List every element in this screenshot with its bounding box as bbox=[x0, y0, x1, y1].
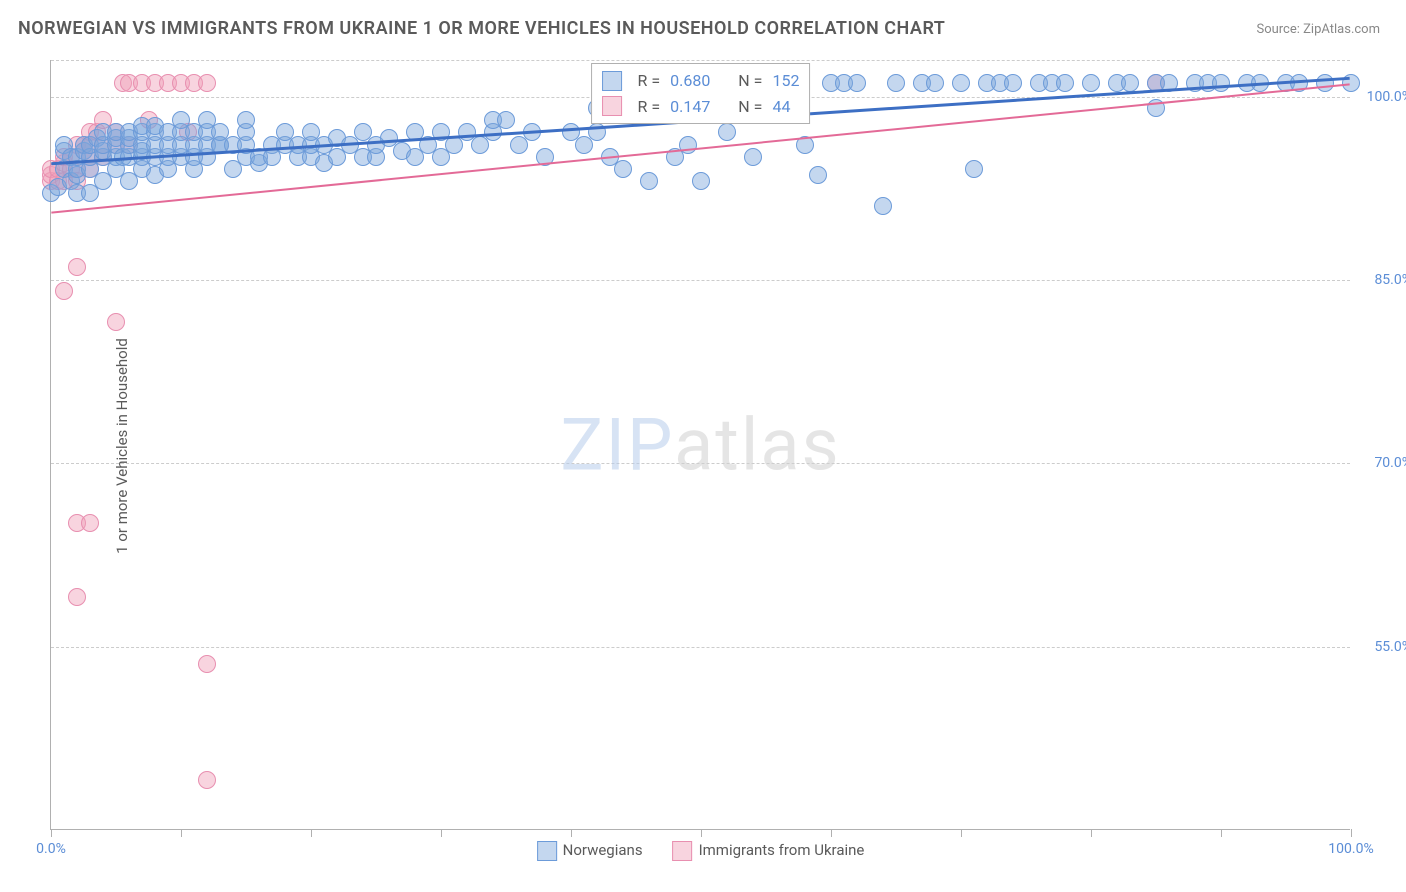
data-point bbox=[1212, 74, 1230, 92]
data-point bbox=[1251, 74, 1269, 92]
legend-item: Norwegians bbox=[537, 841, 643, 861]
stat-r-value: 0.680 bbox=[670, 68, 710, 94]
data-point bbox=[887, 74, 905, 92]
data-point bbox=[1160, 74, 1178, 92]
source-label: Source: ZipAtlas.com bbox=[1256, 22, 1380, 37]
stats-row: R = 0.680 N = 152 bbox=[602, 68, 800, 94]
legend-label: Immigrants from Ukraine bbox=[699, 841, 865, 859]
y-tick-label: 70.0% bbox=[1374, 455, 1406, 471]
data-point bbox=[68, 258, 86, 276]
x-tick bbox=[831, 829, 832, 837]
gridline bbox=[51, 647, 1350, 648]
x-tick bbox=[571, 829, 572, 837]
data-point bbox=[848, 74, 866, 92]
x-tick-label: 100.0% bbox=[1328, 841, 1373, 857]
data-point bbox=[614, 160, 632, 178]
stats-row: R = 0.147 N = 44 bbox=[602, 94, 800, 120]
gridline bbox=[51, 463, 1350, 464]
x-tick-label: 0.0% bbox=[36, 841, 66, 857]
chart-container: NORWEGIAN VS IMMIGRANTS FROM UKRAINE 1 O… bbox=[0, 0, 1406, 892]
data-point bbox=[874, 197, 892, 215]
stats-swatch bbox=[602, 71, 622, 91]
data-point bbox=[523, 123, 541, 141]
x-tick bbox=[961, 829, 962, 837]
legend-swatch bbox=[537, 841, 557, 861]
x-tick bbox=[1351, 829, 1352, 837]
data-point bbox=[640, 172, 658, 190]
data-point bbox=[1082, 74, 1100, 92]
data-point bbox=[198, 771, 216, 789]
data-point bbox=[198, 74, 216, 92]
data-point bbox=[926, 74, 944, 92]
legend-item: Immigrants from Ukraine bbox=[673, 841, 865, 861]
watermark: ZIPatlas bbox=[560, 402, 840, 487]
data-point bbox=[744, 148, 762, 166]
x-tick bbox=[51, 829, 52, 837]
chart-title: NORWEGIAN VS IMMIGRANTS FROM UKRAINE 1 O… bbox=[18, 18, 945, 39]
data-point bbox=[68, 588, 86, 606]
x-tick bbox=[441, 829, 442, 837]
data-point bbox=[1121, 74, 1139, 92]
data-point bbox=[679, 136, 697, 154]
legend-label: Norwegians bbox=[563, 841, 643, 859]
x-tick bbox=[181, 829, 182, 837]
stats-box: R = 0.680 N = 152R = 0.147 N = 44 bbox=[591, 63, 811, 124]
data-point bbox=[809, 166, 827, 184]
plot-area: ZIPatlas R = 0.680 N = 152R = 0.147 N = … bbox=[50, 60, 1350, 830]
data-point bbox=[1147, 99, 1165, 117]
data-point bbox=[718, 123, 736, 141]
data-point bbox=[1056, 74, 1074, 92]
gridline bbox=[51, 60, 1350, 61]
stat-n-value: 44 bbox=[772, 94, 790, 120]
stat-n-label: N = bbox=[738, 68, 762, 94]
data-point bbox=[692, 172, 710, 190]
x-tick bbox=[701, 829, 702, 837]
data-point bbox=[1004, 74, 1022, 92]
stat-r-label: R = bbox=[638, 94, 661, 120]
legend: Norwegians Immigrants from Ukraine bbox=[537, 841, 865, 861]
stat-r-label: R = bbox=[638, 68, 661, 94]
data-point bbox=[952, 74, 970, 92]
data-point bbox=[198, 655, 216, 673]
y-tick-label: 100.0% bbox=[1367, 89, 1406, 105]
data-point bbox=[965, 160, 983, 178]
x-tick bbox=[1091, 829, 1092, 837]
data-point bbox=[588, 123, 606, 141]
data-point bbox=[237, 111, 255, 129]
x-tick bbox=[311, 829, 312, 837]
stat-n-value: 152 bbox=[772, 68, 799, 94]
y-tick-label: 85.0% bbox=[1374, 272, 1406, 288]
data-point bbox=[536, 148, 554, 166]
data-point bbox=[796, 136, 814, 154]
data-point bbox=[1290, 74, 1308, 92]
data-point bbox=[81, 514, 99, 532]
legend-swatch bbox=[673, 841, 693, 861]
gridline bbox=[51, 280, 1350, 281]
stats-swatch bbox=[602, 96, 622, 116]
data-point bbox=[55, 282, 73, 300]
data-point bbox=[107, 313, 125, 331]
x-tick bbox=[1221, 829, 1222, 837]
data-point bbox=[1316, 74, 1334, 92]
stat-r-value: 0.147 bbox=[670, 94, 710, 120]
data-point bbox=[497, 111, 515, 129]
stat-n-label: N = bbox=[738, 94, 762, 120]
data-point bbox=[1342, 74, 1360, 92]
y-tick-label: 55.0% bbox=[1374, 639, 1406, 655]
